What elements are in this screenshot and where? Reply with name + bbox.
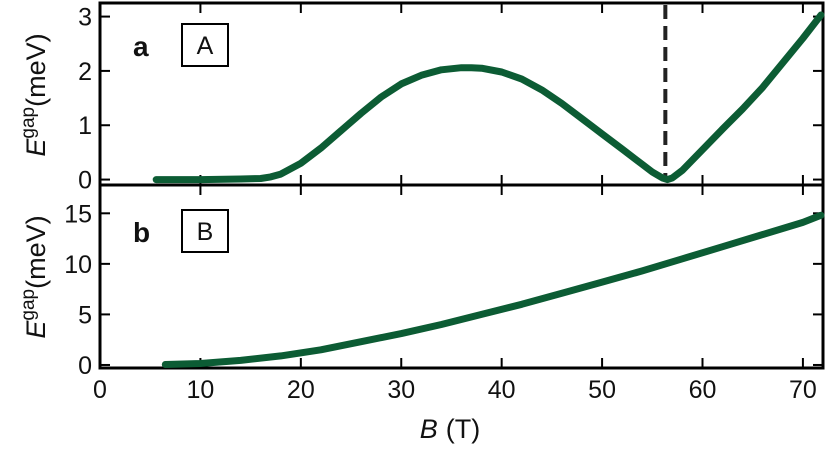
panel-a-tag: A (197, 32, 214, 60)
x-tick-label: 70 (789, 376, 817, 404)
y-tick-label: 5 (78, 301, 92, 329)
panel-b-gap-curve (161, 211, 825, 368)
y-tick-label: 0 (78, 352, 92, 380)
panel-b-tag-box (181, 209, 229, 253)
panel-a-tag-box (181, 23, 229, 67)
y-tick-label: 2 (78, 58, 92, 86)
x-tick-label: 60 (689, 376, 717, 404)
panel-a: 0 1 2 3 a A Egap(meV) (18, 1, 825, 195)
x-axis-title: B (T) (420, 414, 481, 444)
y-tick-label: 3 (78, 4, 92, 32)
x-tick-label: 50 (588, 376, 616, 404)
panel-b-tag: B (197, 218, 214, 246)
y-tick-label: 10 (64, 251, 92, 279)
x-tick-label: 10 (187, 376, 215, 404)
panel-b-y-axis-title: Egap(meV) (18, 215, 51, 338)
y-tick-label: 0 (78, 167, 92, 195)
panel-a-x-ticks (99, 3, 804, 185)
panel-b-letter: b (133, 217, 150, 248)
panel-b-frame (98, 183, 825, 370)
panel-b: 0 5 10 15 0 10 20 30 40 50 60 70 b B Egap(meV) B (T… (18, 183, 825, 444)
panel-a-letter: a (133, 31, 149, 62)
y-tick-label: 15 (64, 200, 92, 228)
x-tick-label: 40 (488, 376, 516, 404)
x-tick-label: 20 (287, 376, 315, 404)
x-tick-label: 0 (93, 376, 107, 404)
panel-b-x-ticks: 0 10 20 30 40 50 60 70 (93, 185, 817, 404)
panel-a-y-axis-title: Egap(meV) (18, 33, 51, 156)
panel-a-gap-curve (152, 11, 825, 184)
x-tick-label: 30 (387, 376, 415, 404)
y-tick-label: 1 (78, 112, 92, 140)
panel-b-y-ticks: 0 5 10 15 (64, 200, 823, 380)
